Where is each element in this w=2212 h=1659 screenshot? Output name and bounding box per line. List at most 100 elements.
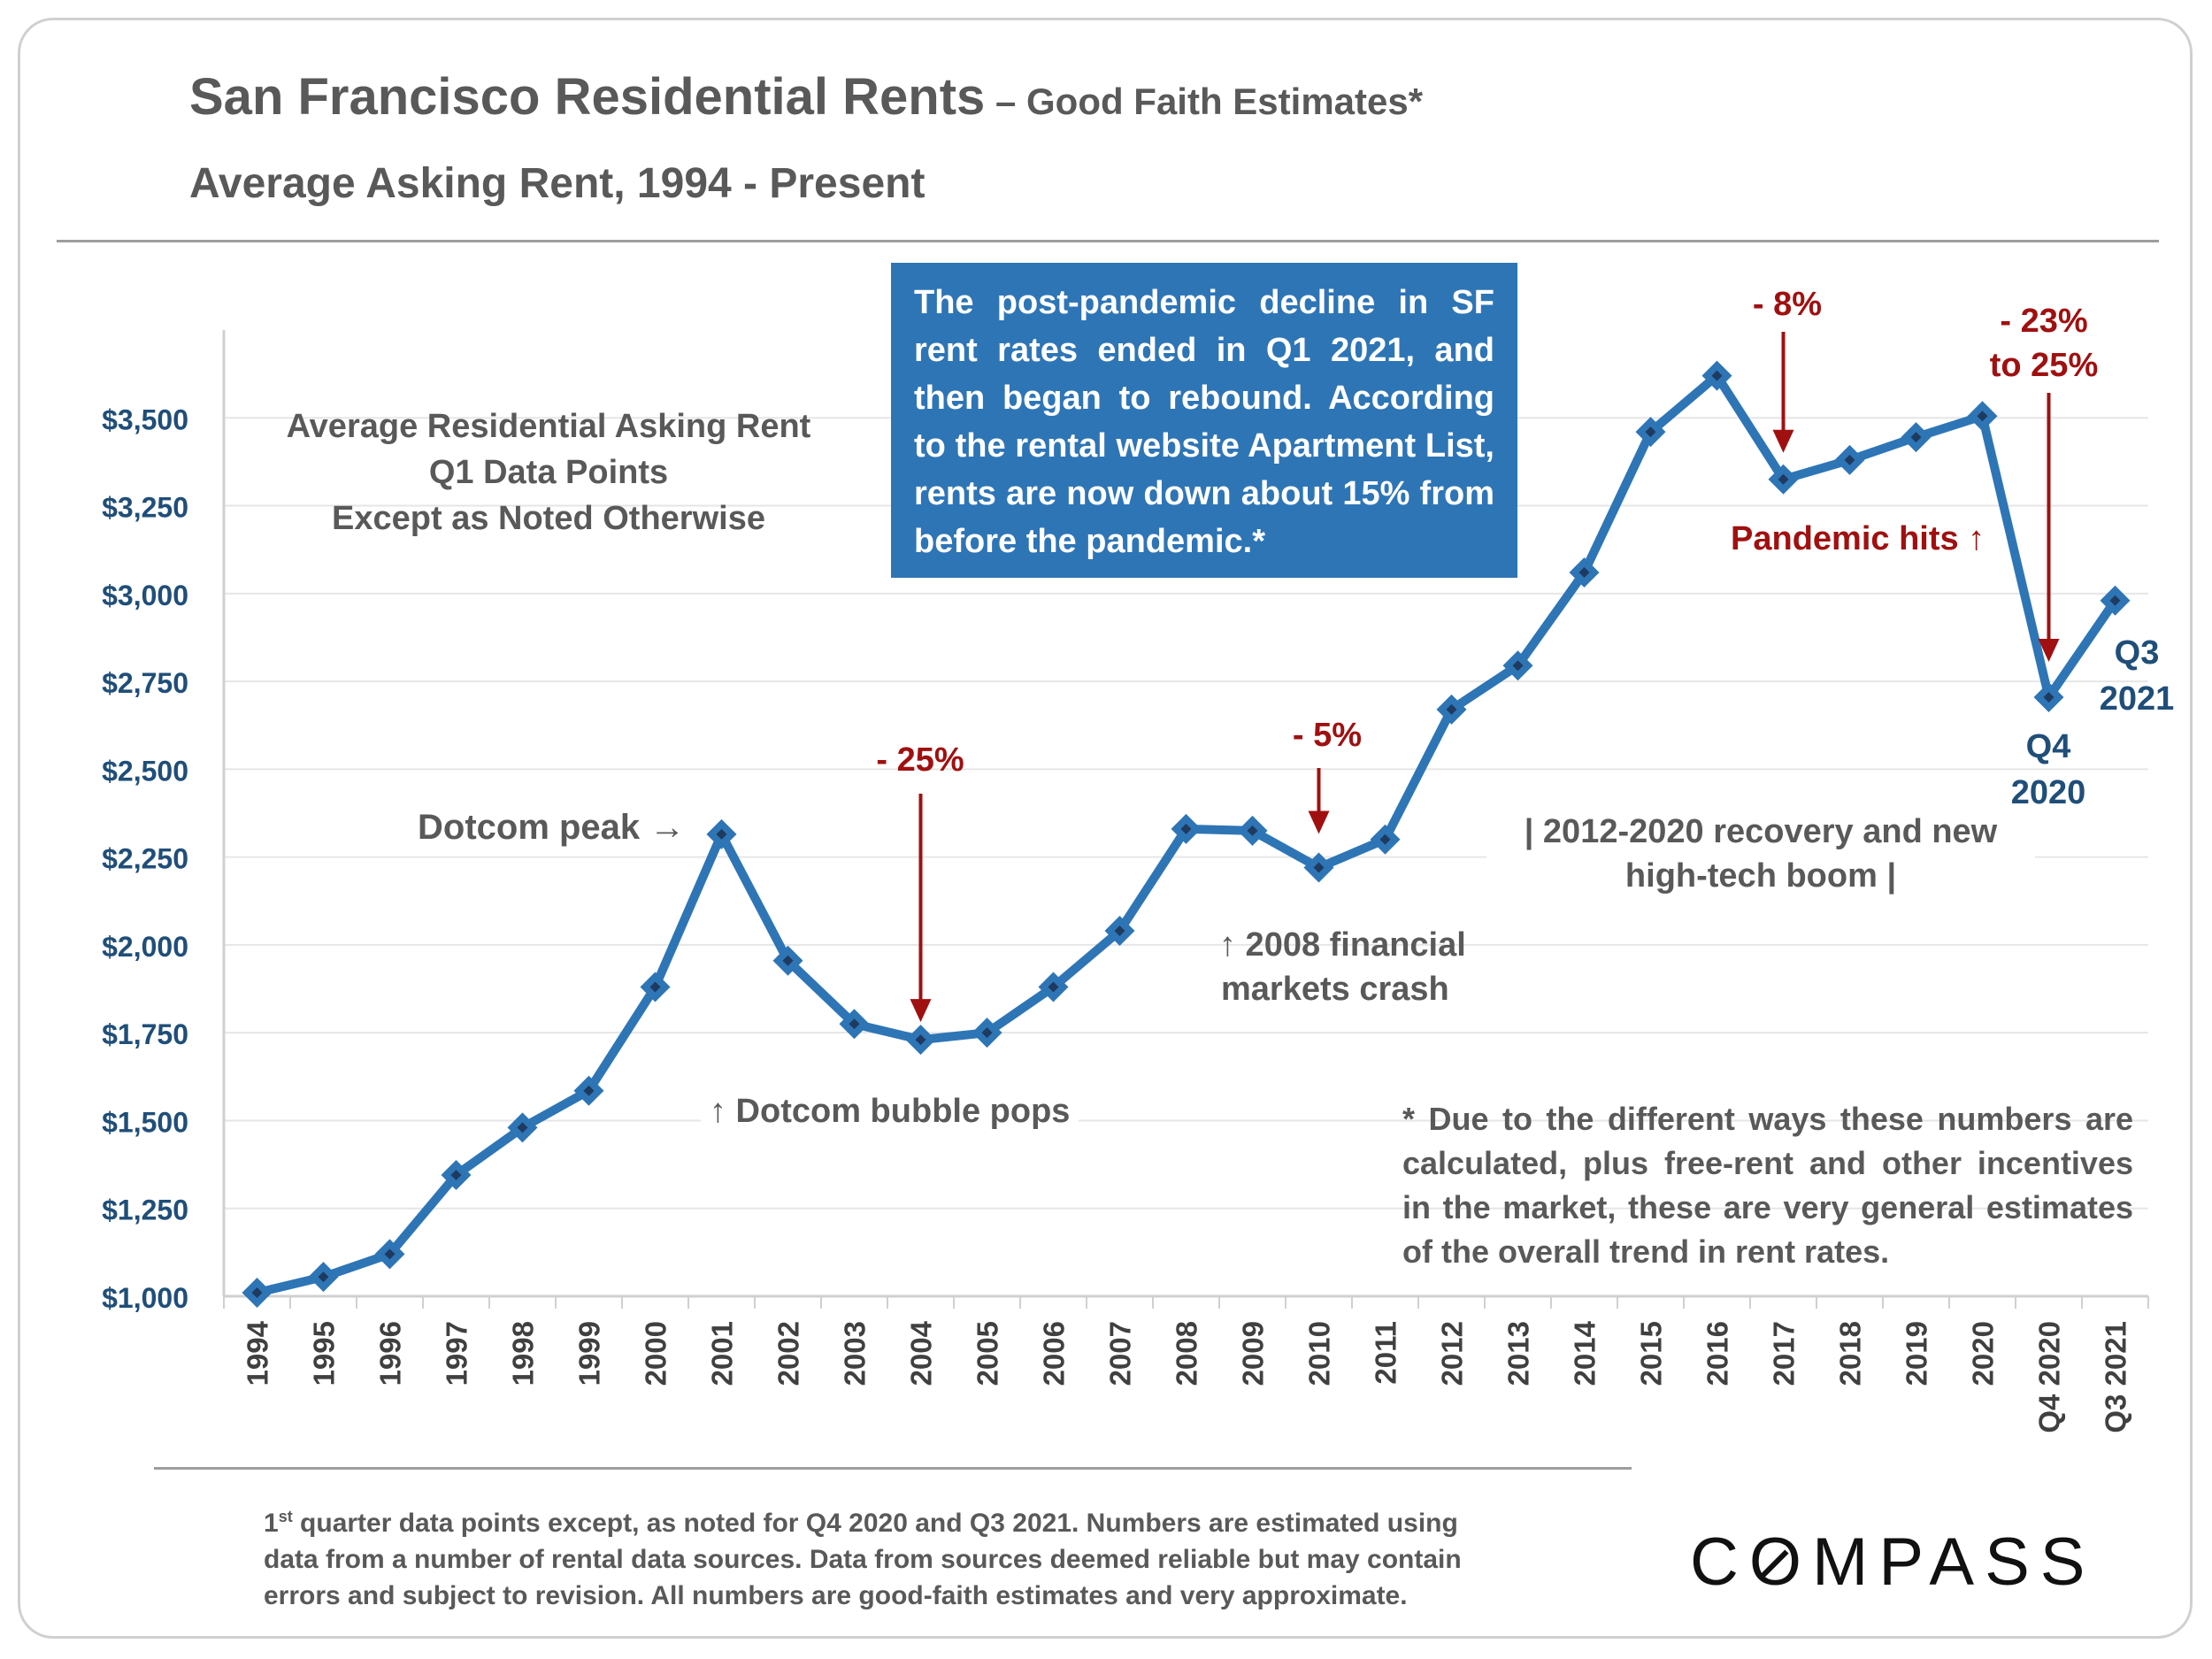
- recovery-line2: high-tech boom |: [1624, 857, 1897, 895]
- x-tick-label: 2020: [1967, 1321, 2000, 1386]
- bottom-note-ordinal: 1: [264, 1509, 279, 1538]
- drop-2010-label: - 5%: [1292, 717, 1363, 754]
- recovery-line1: | 2012-2020 recovery and new: [1524, 813, 1998, 850]
- title-main: San Francisco Residential Rents: [189, 68, 986, 126]
- bottom-note-text: quarter data points except, as noted for…: [264, 1509, 1462, 1610]
- data-point-center: [2109, 595, 2121, 606]
- series-note: Average Residential Asking Rent Q1 Data …: [265, 403, 832, 541]
- x-tick-label: 2012: [1436, 1321, 1469, 1386]
- series-note-line2: Q1 Data Points: [428, 454, 669, 491]
- y-tick-label: $1,500: [102, 1106, 188, 1138]
- header-divider: [57, 240, 2159, 242]
- q4-line1: Q4: [2025, 728, 2071, 765]
- data-point-center: [782, 955, 794, 966]
- series-note-line1: Average Residential Asking Rent: [286, 408, 811, 445]
- data-point-center: [318, 1271, 329, 1283]
- logo-rest: MPASS: [1812, 1525, 2096, 1600]
- x-tick-label: 2006: [1038, 1321, 1071, 1386]
- drop-2004-label: - 25%: [876, 741, 964, 779]
- data-point-center: [1645, 426, 1656, 438]
- x-tick-label: 2013: [1502, 1321, 1535, 1386]
- x-tick-label: Q4 2020: [2033, 1321, 2066, 1433]
- x-tick-label: 2007: [1104, 1321, 1137, 1386]
- logo-o-letter: O: [1748, 1525, 1813, 1600]
- y-tick-label: $1,000: [102, 1282, 188, 1314]
- q3-line1: Q3: [2114, 634, 2160, 672]
- data-point-center: [649, 981, 661, 993]
- x-tick-label: 2019: [1901, 1321, 1933, 1386]
- x-tick-label: 1998: [507, 1321, 540, 1386]
- data-point-center: [849, 1018, 860, 1030]
- x-tick-label: 2002: [772, 1321, 805, 1386]
- data-point-center: [1114, 926, 1125, 937]
- data-point-center: [1379, 833, 1391, 845]
- data-point-center: [1446, 703, 1457, 715]
- y-tick-label: $2,750: [102, 667, 188, 699]
- logo-c: C: [1690, 1525, 1749, 1600]
- x-tick-label: 2008: [1171, 1321, 1203, 1386]
- x-tick-label: 1996: [374, 1321, 407, 1386]
- x-tick-label: 2018: [1834, 1321, 1867, 1386]
- data-point-center: [1910, 432, 1922, 443]
- x-tick-label: Q3 2021: [2100, 1321, 2132, 1433]
- series-note-line3: Except as Noted Otherwise: [332, 500, 765, 537]
- data-point-center: [1778, 473, 1789, 485]
- y-tick-label: $3,000: [102, 580, 188, 611]
- data-point-center: [1711, 370, 1723, 381]
- bottom-note-sup: st: [278, 1508, 293, 1525]
- x-tick-label: 1997: [441, 1321, 473, 1386]
- x-tick-label: 2016: [1701, 1321, 1734, 1386]
- chart-subtitle: Average Asking Rent, 1994 - Present: [189, 160, 926, 207]
- data-point-center: [251, 1287, 263, 1299]
- compass-logo: CO MPASS: [1690, 1524, 2095, 1601]
- logo-o: O: [1749, 1524, 1812, 1601]
- drop-2017-arrow-head: [1772, 429, 1794, 453]
- drop-2020-label: - 23% to 25%: [1973, 299, 2115, 388]
- x-tick-label: 2000: [640, 1321, 672, 1386]
- y-tick-label: $1,250: [102, 1194, 188, 1226]
- data-point-center: [1180, 823, 1192, 834]
- x-tick-label: 2005: [972, 1321, 1004, 1386]
- y-tick-label: $2,250: [102, 843, 188, 875]
- data-point-center: [1247, 825, 1258, 836]
- data-source-note: 1st quarter data points except, as noted…: [264, 1499, 1494, 1614]
- x-tick-label: 1999: [573, 1321, 606, 1386]
- data-point-center: [716, 828, 727, 840]
- drop-2010-arrow-head: [1308, 810, 1330, 834]
- pandemic-hits-label: Pandemic hits ↑: [1731, 520, 1985, 557]
- x-tick-label: 2017: [1768, 1321, 1801, 1386]
- y-tick-label: $3,500: [102, 403, 188, 435]
- data-point-center: [1048, 981, 1059, 993]
- data-point-center: [981, 1027, 993, 1039]
- data-point-center: [1313, 862, 1325, 873]
- drop-2004-arrow-head: [910, 999, 932, 1023]
- data-point-center: [517, 1122, 528, 1133]
- q3-line2: 2021: [2099, 680, 2175, 718]
- q4-line2: 2020: [2010, 774, 2086, 811]
- x-tick-label: 2015: [1635, 1321, 1668, 1386]
- data-point-center: [1844, 454, 1855, 465]
- x-tick-label: 1995: [308, 1321, 341, 1386]
- x-tick-label: 2009: [1237, 1321, 1270, 1386]
- chart-title: San Francisco Residential Rents – Good F…: [189, 67, 1423, 127]
- data-point-center: [2043, 691, 2055, 703]
- dotcom-peak-label: Dotcom peak →: [418, 808, 686, 847]
- data-point-center: [1578, 566, 1590, 578]
- data-point-center: [915, 1034, 926, 1046]
- drop-2017-label: - 8%: [1752, 286, 1823, 323]
- x-tick-label: 2001: [706, 1321, 739, 1386]
- crash-line1: ↑ 2008 financial: [1219, 926, 1466, 964]
- q4-2020-label: Q4 2020: [1991, 724, 2106, 816]
- title-sub: – Good Faith Estimates*: [985, 81, 1424, 122]
- q3-2021-label: Q3 2021: [2079, 630, 2194, 722]
- y-tick-label: $2,000: [102, 931, 188, 963]
- y-tick-label: $1,750: [102, 1018, 188, 1050]
- y-tick-label: $2,500: [102, 755, 188, 787]
- data-point-center: [583, 1085, 595, 1096]
- x-tick-label: 2014: [1569, 1320, 1601, 1386]
- data-point-center: [450, 1170, 462, 1181]
- data-point-center: [1512, 660, 1524, 672]
- x-tick-label: 2011: [1370, 1321, 1402, 1385]
- drop-2020-arrow-head: [2038, 638, 2060, 662]
